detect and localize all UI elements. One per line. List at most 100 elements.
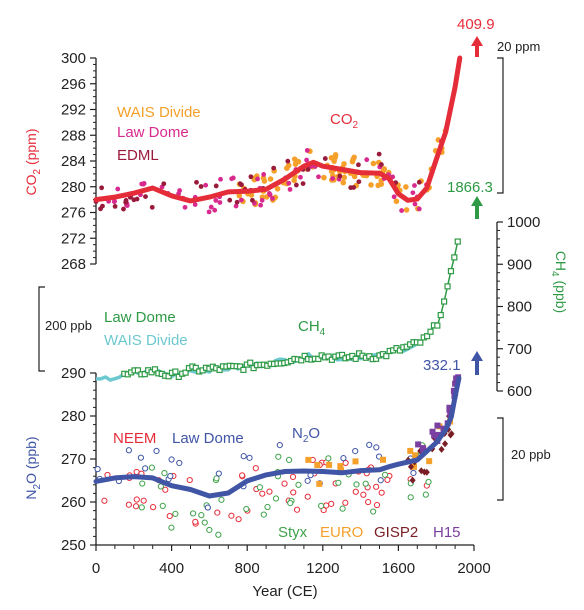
co2-edml-point (356, 162, 361, 168)
co2-y-tick-label: 284 (61, 153, 86, 170)
co2-edml-point (237, 181, 243, 187)
n2o-scale-label: 20 ppb (511, 447, 551, 462)
co2-lawdome-point (298, 174, 303, 180)
co2-lawdome-point (208, 204, 214, 210)
n2o-lawdome-point (176, 459, 183, 467)
ch4-lawdome-point (447, 268, 455, 275)
legend-ch4-wais-divide: WAIS Divide (104, 332, 188, 349)
co2-edml-point (293, 182, 299, 188)
ch4-lawdome-point (372, 355, 380, 362)
n2o-styx-point (243, 505, 250, 513)
n2o-h15-point (415, 441, 422, 448)
n2o-styx-point (325, 455, 332, 462)
n2o-neem-point (342, 499, 349, 506)
n2o-neem-point (289, 473, 297, 480)
co2-y-tick-label: 272 (61, 230, 86, 247)
co2-lawdome-point (192, 202, 198, 207)
legend-law-dome: Law Dome (117, 124, 189, 141)
ch4-latest-arrow-head (471, 196, 483, 206)
co2-edml-point (351, 185, 357, 190)
co2-edml-point (300, 181, 306, 186)
n2o-lawdome-point (167, 473, 174, 480)
n2o-neem-point (132, 503, 140, 510)
co2-y-tick-label: 288 (61, 127, 86, 144)
n2o-y-tick-label: 270 (61, 451, 86, 468)
n2o-neem-point (290, 489, 297, 496)
co2-wais-point (393, 198, 400, 205)
x-axis-label: Year (CE) (252, 583, 317, 600)
legend-n2o-law-dome: Law Dome (172, 430, 244, 447)
n2o-styx-point (381, 471, 389, 478)
co2-edml-point (250, 197, 255, 203)
n2o-styx-point (407, 494, 414, 501)
co2-lawdome-point (212, 207, 218, 213)
n2o-neem-point (133, 496, 140, 503)
legend-wais-divide: WAIS Divide (117, 104, 201, 121)
n2o-styx-point (201, 519, 208, 526)
n2o-styx-point (339, 505, 346, 512)
x-tick-label: 1600 (382, 560, 415, 577)
co2-lawdome-point (213, 197, 219, 203)
co2-edml-point (161, 181, 167, 187)
n2o-styx-point (148, 464, 155, 471)
ch4-lawdome-point (172, 368, 179, 375)
n2o-lawdome-point (340, 455, 347, 462)
n2o-neem-point (228, 512, 235, 519)
legend-styx: Styx (278, 524, 308, 541)
n2o-euro-point (352, 458, 359, 465)
co2-edml-point (131, 197, 137, 203)
ch4-lawdome-point (352, 355, 359, 362)
n2o-latest-value: 332.1 (423, 357, 461, 374)
co2-fit-line (93, 55, 463, 204)
n2o-styx-point (335, 479, 342, 486)
n2o-styx-point (285, 456, 293, 464)
n2o-lawdome-point (137, 454, 144, 461)
co2-lawdome-point (412, 201, 418, 207)
n2o-styx-point (260, 511, 267, 518)
co2-edml-point (121, 206, 126, 212)
n2o-neem-point (342, 459, 349, 467)
n2o-styx-point (287, 499, 294, 507)
ch4-y-tick-label: 700 (507, 341, 532, 358)
n2o-neem-point (328, 500, 335, 507)
co2-lawdome-point (304, 148, 310, 153)
ch4-lawdome-point (434, 322, 441, 329)
co2-ylabel: CO2 (ppm) (23, 128, 43, 195)
co2-wais-point (340, 179, 347, 186)
co2-lawdome-point (206, 209, 212, 215)
n2o-neem-point (186, 476, 193, 484)
x-tick-label: 0 (92, 560, 100, 577)
co2-lawdome-point (255, 176, 260, 182)
co2-wais-point (260, 175, 267, 181)
n2o-lawdome-point (215, 470, 222, 477)
x-tick-label: 1200 (306, 560, 339, 577)
n2o-h15-point (429, 428, 436, 435)
n2o-neem-point (149, 504, 157, 511)
ch4-lawdome-point (301, 352, 308, 359)
n2o-styx-point (139, 480, 146, 487)
n2o-lawdome-point (94, 466, 101, 473)
n2o-gisp2-point (442, 440, 449, 448)
co2-y-tick-label: 268 (61, 256, 86, 273)
co2-edml-point (337, 173, 343, 179)
co2-lawdome-point (218, 176, 223, 182)
co2-wais-point (341, 174, 348, 181)
co2-edml-point (285, 158, 291, 164)
n2o-euro-point (314, 462, 321, 469)
n2o-neem-point (125, 501, 132, 508)
co2-wais-point (370, 160, 377, 167)
n2o-y-tick-label: 260 (61, 494, 86, 511)
n2o-h15-point (434, 422, 441, 429)
n2o-styx-point (318, 502, 325, 509)
n2o-euro-point (316, 480, 323, 487)
legend-edml: EDML (117, 147, 159, 164)
ch4-lawdome-point (240, 366, 247, 374)
n2o-lawdome-point (153, 447, 160, 455)
co2-y-tick-label: 280 (61, 179, 86, 196)
ch4-lawdome-point (441, 298, 448, 305)
co2-scale-label: 20 ppm (497, 39, 540, 54)
x-tick-label: 800 (235, 560, 260, 577)
n2o-neem-point (259, 490, 266, 497)
n2o-h15-point (446, 404, 453, 411)
co2-wais-point (341, 161, 347, 167)
